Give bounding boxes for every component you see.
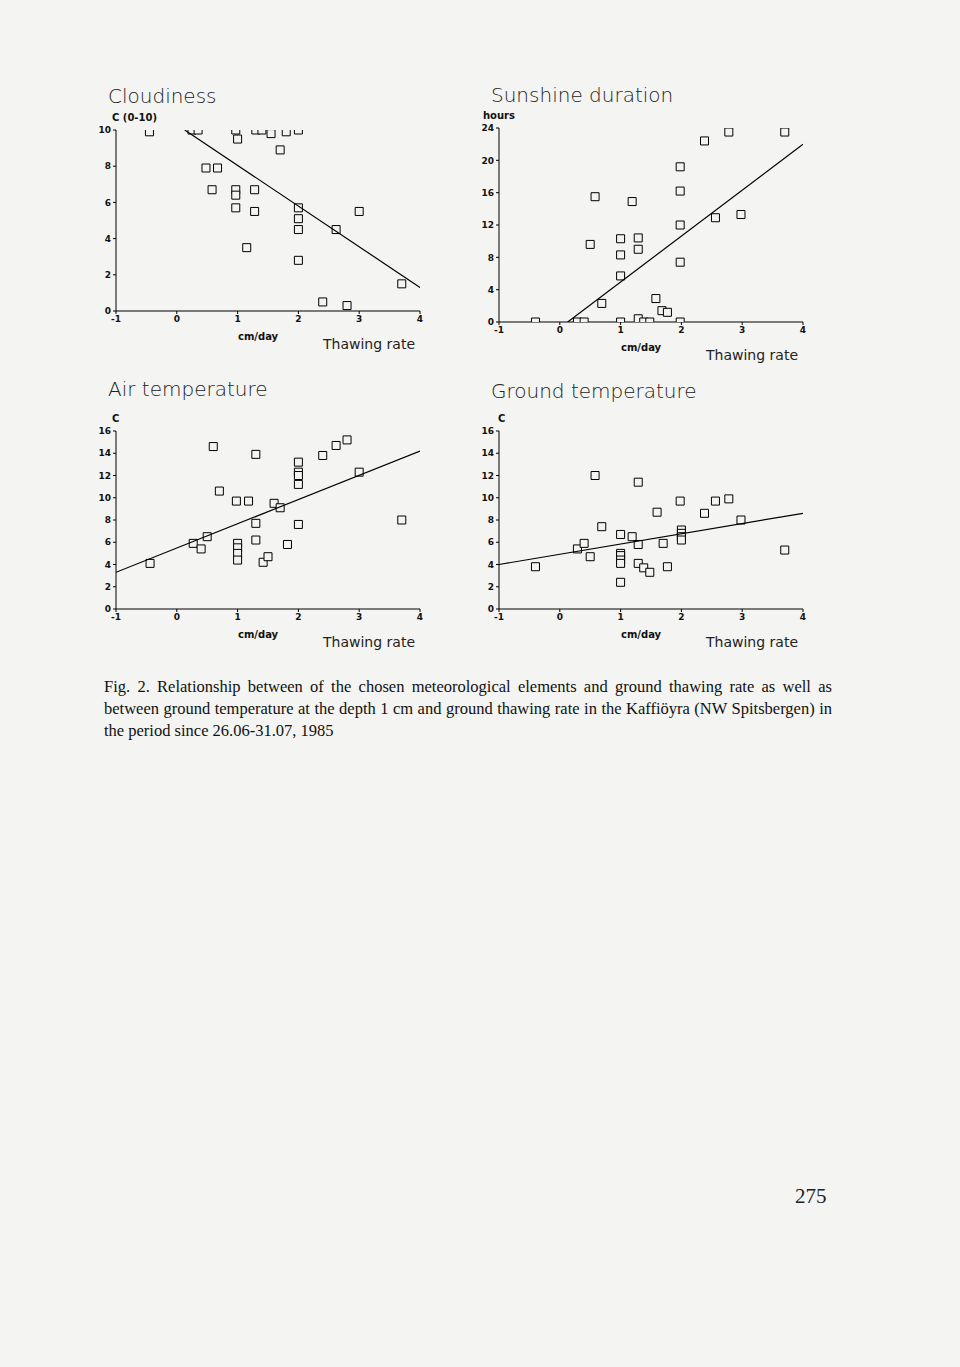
svg-text:2: 2 <box>105 582 111 592</box>
svg-text:0: 0 <box>557 612 563 622</box>
html-text:C (0-10): C (0-10) <box>112 112 157 123</box>
svg-text:-1: -1 <box>494 325 504 335</box>
html-text:cm/day: cm/day <box>238 629 279 640</box>
svg-text:3: 3 <box>739 325 745 335</box>
svg-text:0: 0 <box>174 314 180 324</box>
html-text:Air temperature: Air temperature <box>108 377 268 401</box>
svg-text:2: 2 <box>678 612 684 622</box>
svg-text:4: 4 <box>488 560 494 570</box>
html-text:Cloudiness: Cloudiness <box>108 84 217 108</box>
svg-text:16: 16 <box>481 188 494 198</box>
svg-text:3: 3 <box>356 314 362 324</box>
svg-text:4: 4 <box>488 285 494 295</box>
svg-text:6: 6 <box>105 198 111 208</box>
svg-text:16: 16 <box>98 426 111 436</box>
svg-text:8: 8 <box>105 161 111 171</box>
svg-text:3: 3 <box>356 612 362 622</box>
svg-text:16: 16 <box>481 426 494 436</box>
html-text:Thawing rate: Thawing rate <box>323 336 415 352</box>
svg-text:4: 4 <box>105 560 111 570</box>
svg-text:-1: -1 <box>111 612 121 622</box>
svg-text:-1: -1 <box>111 314 121 324</box>
svg-text:8: 8 <box>105 515 111 525</box>
svg-text:6: 6 <box>488 537 494 547</box>
svg-text:0: 0 <box>105 306 111 316</box>
html-text:C: C <box>112 413 120 424</box>
svg-text:2: 2 <box>678 325 684 335</box>
svg-text:3: 3 <box>739 612 745 622</box>
svg-text:6: 6 <box>105 537 111 547</box>
svg-text:1: 1 <box>617 612 623 622</box>
svg-text:12: 12 <box>481 471 494 481</box>
svg-text:-1: -1 <box>494 612 504 622</box>
svg-text:24: 24 <box>481 123 494 133</box>
svg-text:10: 10 <box>481 493 494 503</box>
html-text:Ground temperature: Ground temperature <box>491 379 697 403</box>
svg-text:0: 0 <box>488 604 494 614</box>
html-text:hours: hours <box>483 110 515 121</box>
html-text:C: C <box>498 413 506 424</box>
svg-text:0: 0 <box>488 317 494 327</box>
html-text:Sunshine duration: Sunshine duration <box>491 83 674 107</box>
html-text:cm/day: cm/day <box>621 629 662 640</box>
svg-text:4: 4 <box>105 234 111 244</box>
svg-text:4: 4 <box>800 325 806 335</box>
svg-text:4: 4 <box>417 314 423 324</box>
svg-text:0: 0 <box>557 325 563 335</box>
svg-text:2: 2 <box>295 612 301 622</box>
svg-text:1: 1 <box>234 314 240 324</box>
svg-text:0: 0 <box>105 604 111 614</box>
svg-text:4: 4 <box>417 612 423 622</box>
svg-text:14: 14 <box>98 448 111 458</box>
html-text:cm/day: cm/day <box>238 331 279 342</box>
svg-text:14: 14 <box>481 448 494 458</box>
svg-text:20: 20 <box>481 156 494 166</box>
svg-text:1: 1 <box>234 612 240 622</box>
html-text:cm/day: cm/day <box>621 342 662 353</box>
svg-text:8: 8 <box>488 515 494 525</box>
svg-text:2: 2 <box>488 582 494 592</box>
svg-text:0: 0 <box>174 612 180 622</box>
svg-text:1: 1 <box>617 325 623 335</box>
html-text:Fig. 2. Relationship between o: Fig. 2. Relationship between of the chos… <box>104 677 832 740</box>
svg-text:4: 4 <box>800 612 806 622</box>
html-text:Thawing rate: Thawing rate <box>706 347 798 363</box>
svg-text:2: 2 <box>105 270 111 280</box>
svg-text:10: 10 <box>98 125 111 135</box>
svg-text:8: 8 <box>488 253 494 263</box>
html-text:Thawing rate: Thawing rate <box>323 634 415 650</box>
svg-text:2: 2 <box>295 314 301 324</box>
html-text:Thawing rate: Thawing rate <box>706 634 798 650</box>
html-text:275: 275 <box>795 1184 827 1208</box>
svg-text:12: 12 <box>481 220 494 230</box>
svg-text:10: 10 <box>98 493 111 503</box>
svg-text:12: 12 <box>98 471 111 481</box>
